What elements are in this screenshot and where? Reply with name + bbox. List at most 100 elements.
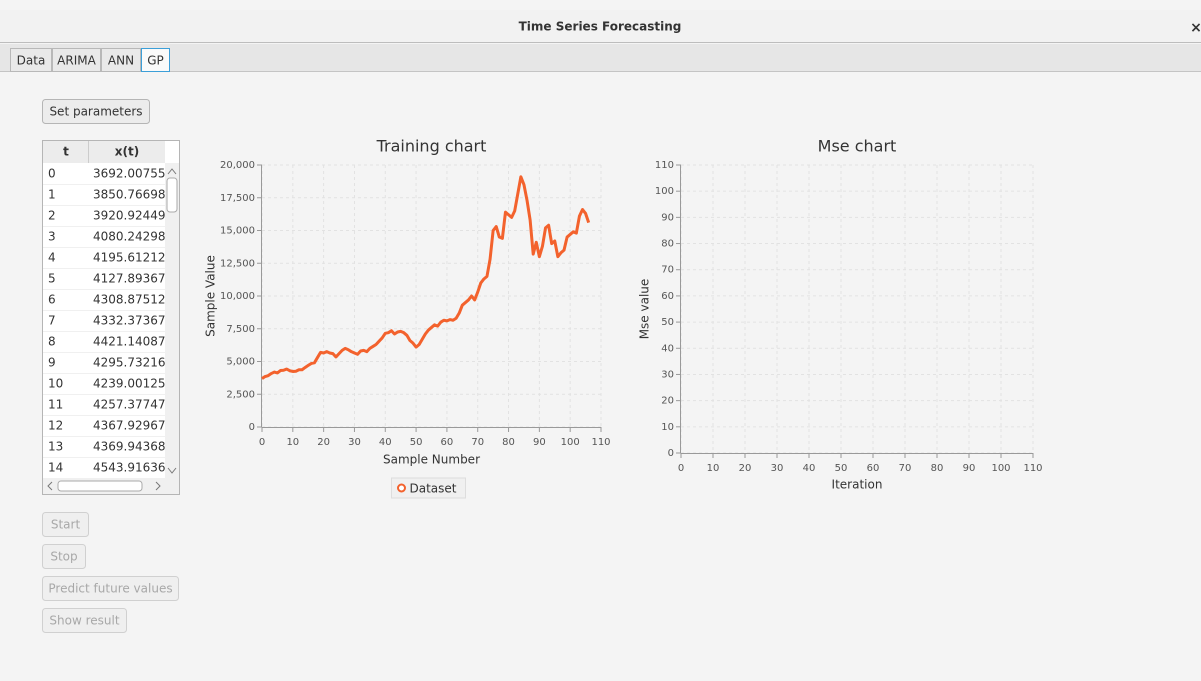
x-tick-label: 70: [471, 437, 484, 448]
y-tick-label: 17,500: [220, 193, 255, 204]
x-tick-label: 110: [591, 437, 610, 448]
window-title: Time Series Forecasting: [519, 20, 682, 34]
y-tick-label: 10,000: [220, 291, 255, 302]
cell: 1: [48, 188, 56, 202]
button-label: Start: [51, 518, 81, 532]
cell: 9: [48, 356, 56, 370]
tabs: Data ARIMA ANN GP: [10, 48, 170, 72]
y-tick-label: 80: [661, 239, 674, 250]
table-rows: 0 3692.00755... 1 3850.76698... 2 3920.92449.…: [43, 167, 177, 479]
chart: Training chart 0 2,500 5,000 7,500 10,000 12,5…: [204, 137, 611, 499]
x-tick-label: 40: [379, 437, 392, 448]
legend: Dataset: [391, 477, 466, 499]
tab-label: GP: [147, 54, 164, 68]
x-axis-label: Iteration: [832, 478, 883, 492]
y-tick-label: 20,000: [220, 160, 255, 171]
cell: 3850.76698...: [93, 188, 177, 202]
scroll-left-arrow[interactable]: [47, 481, 53, 491]
stop-button[interactable]: Stop: [42, 544, 86, 569]
x-tick-label: 80: [502, 437, 515, 448]
cell: 7: [48, 314, 56, 328]
y-tick-label: 70: [661, 265, 674, 276]
y-tick-label: 90: [661, 212, 674, 223]
cell: 4127.89367...: [93, 272, 177, 286]
y-tick-label: 30: [661, 369, 674, 380]
cell: 4257.37747...: [93, 398, 177, 412]
x-tick-label: 20: [739, 463, 752, 474]
predict-button[interactable]: Predict future values: [42, 576, 179, 601]
x-tick-label: 30: [771, 463, 784, 474]
cell: 6: [48, 293, 56, 307]
x-tick-label: 100: [561, 437, 580, 448]
x-tick-label: 20: [317, 437, 330, 448]
cell: 4239.00125...: [93, 377, 177, 391]
v-scrollbar[interactable]: [165, 163, 179, 478]
cell: 4367.92967...: [93, 419, 177, 433]
x-tick-label: 90: [533, 437, 546, 448]
legend-bg: [391, 477, 466, 499]
cell: 14: [48, 461, 63, 475]
cell: 12: [48, 419, 63, 433]
x-tick-label: 50: [835, 463, 848, 474]
show-result-button[interactable]: Show result: [42, 608, 127, 633]
tab[interactable]: ANN: [101, 48, 141, 72]
y-tick-label: 20: [661, 396, 674, 407]
table-bg: [42, 140, 180, 495]
y-tick-label: 0: [668, 448, 674, 459]
cell: 3692.00755...: [93, 167, 177, 181]
column-header: x(t): [115, 145, 139, 159]
tab-label: ANN: [108, 54, 134, 68]
tab[interactable]: Data: [10, 48, 52, 72]
y-tick-label: 15,000: [220, 226, 255, 237]
y-tick-label: 2,500: [226, 389, 255, 400]
cell: 13: [48, 440, 63, 454]
cell: 4421.14087...: [93, 335, 177, 349]
y-tick-label: 50: [661, 317, 674, 328]
cell: 2: [48, 209, 56, 223]
close-button[interactable]: ×: [1190, 20, 1201, 36]
y-axis-label: Mse value: [638, 279, 652, 340]
tab-bg: [101, 48, 141, 72]
button-bg: [42, 608, 127, 633]
x-tick-label: 0: [678, 463, 684, 474]
button-label: Stop: [50, 550, 77, 564]
button-bg: [42, 99, 150, 124]
x-tick-label: 10: [707, 463, 720, 474]
legend-marker: [397, 483, 406, 493]
tab[interactable]: GP: [141, 48, 170, 72]
x-tick-label: 60: [867, 463, 880, 474]
cell: 0: [48, 167, 56, 181]
x-tick-label: 60: [441, 437, 454, 448]
cell: 4369.943686: [93, 440, 173, 454]
cell: 4308.87512...: [93, 293, 177, 307]
series-line: [261, 175, 591, 380]
start-button[interactable]: Start: [42, 512, 89, 537]
x-tick-label: 110: [1023, 463, 1042, 474]
y-tick-label: 40: [661, 343, 674, 354]
button-bg: [42, 512, 89, 537]
title-bar: [0, 10, 1201, 42]
scroll-down-arrow[interactable]: [167, 467, 177, 474]
table-header-bg: [43, 141, 165, 163]
x-tick-label: 40: [803, 463, 816, 474]
cell: 4332.37367...: [93, 314, 177, 328]
cell: 11: [48, 398, 63, 412]
y-axis-label: Sample Value: [204, 255, 218, 337]
y-tick-label: 60: [661, 291, 674, 302]
cell: 4: [48, 251, 56, 265]
scroll-up-arrow[interactable]: [167, 168, 177, 175]
cell: 3: [48, 230, 56, 244]
y-tick-label: 0: [249, 422, 255, 433]
x-tick-label: 50: [410, 437, 423, 448]
tab[interactable]: ARIMA: [52, 48, 101, 72]
x-tick-label: 70: [899, 463, 912, 474]
y-tick-label: 5,000: [226, 357, 255, 368]
scroll-right-arrow[interactable]: [155, 481, 161, 491]
v-scroll-thumb[interactable]: [166, 177, 178, 213]
tab-label: Data: [17, 54, 46, 68]
h-scroll-thumb[interactable]: [57, 480, 143, 492]
set-parameters-button[interactable]: Set parameters: [42, 99, 150, 124]
tab-label: ARIMA: [57, 54, 96, 68]
cell: 4295.732167: [93, 356, 173, 370]
